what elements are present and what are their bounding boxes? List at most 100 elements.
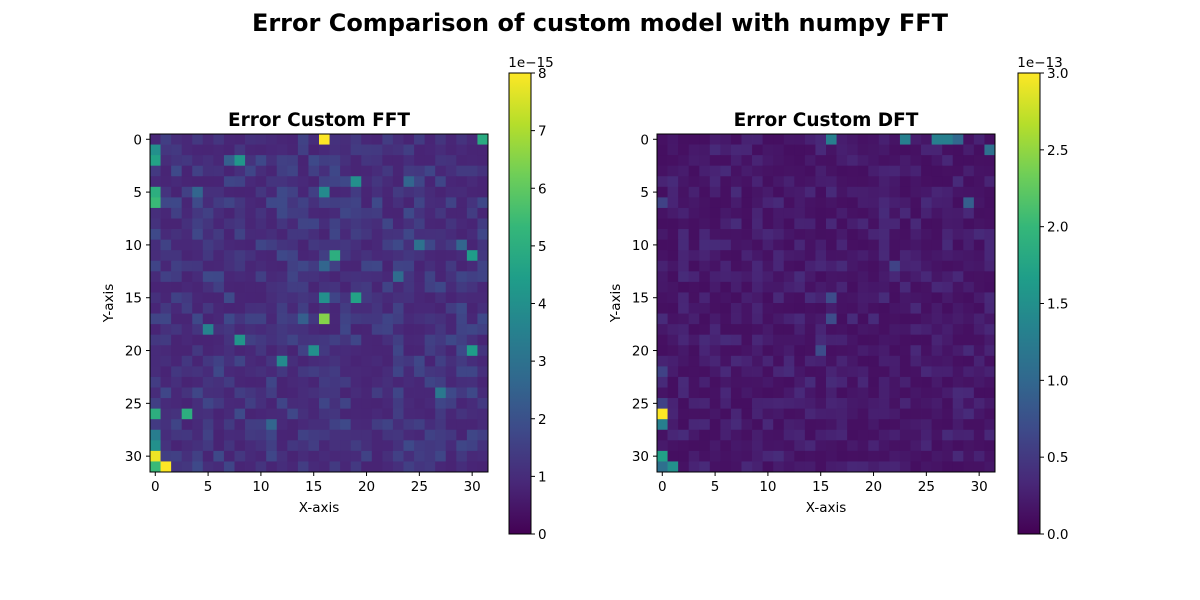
heatmap-cell xyxy=(319,292,330,304)
heatmap-cell xyxy=(403,165,415,177)
heatmap-cell xyxy=(445,260,457,272)
x-axis-label: X-axis xyxy=(806,500,847,516)
heatmap-cell xyxy=(213,450,225,462)
heatmap-cell xyxy=(773,440,785,452)
heatmap-cell xyxy=(804,271,816,283)
heatmap-cell xyxy=(973,281,985,293)
heatmap-cell xyxy=(308,376,320,388)
heatmap-cell xyxy=(171,229,183,241)
heatmap-cell xyxy=(477,419,489,431)
heatmap-cell xyxy=(255,186,267,198)
colorbar-tick-label: 2.0 xyxy=(1047,220,1068,236)
heatmap-cell xyxy=(245,345,257,357)
heatmap-cell xyxy=(477,134,489,145)
heatmap-cell xyxy=(931,429,943,441)
heatmap-cell xyxy=(192,197,204,209)
heatmap-cell xyxy=(868,271,880,283)
heatmap-cell xyxy=(308,461,320,473)
heatmap-cell xyxy=(171,324,183,336)
heatmap-cell xyxy=(287,334,299,346)
heatmap-cell xyxy=(245,387,257,399)
heatmap-cell xyxy=(931,398,943,410)
heatmap-cell xyxy=(308,144,320,156)
heatmap-cell xyxy=(308,408,320,420)
heatmap-cell xyxy=(741,197,753,209)
colorbar-tick-label: 2.5 xyxy=(1047,143,1068,159)
colorbar-tick-label: 8 xyxy=(538,66,547,82)
heatmap-cell xyxy=(245,429,257,441)
heatmap-cell xyxy=(276,429,288,441)
heatmap-cell xyxy=(773,134,785,145)
heatmap-cell xyxy=(741,450,753,462)
heatmap-cell xyxy=(699,461,711,473)
heatmap-cell xyxy=(150,355,161,367)
heatmap-cell xyxy=(762,461,774,473)
heatmap-cell xyxy=(836,218,848,230)
heatmap-cell xyxy=(202,313,214,325)
heatmap-cell xyxy=(424,376,436,388)
heatmap-cell xyxy=(466,408,478,420)
heatmap-cell xyxy=(942,334,954,346)
heatmap-cell xyxy=(319,155,330,167)
heatmap-cell xyxy=(889,440,901,452)
heatmap-cell xyxy=(910,450,922,462)
heatmap-cell xyxy=(297,239,309,251)
heatmap-cell xyxy=(678,260,690,272)
heatmap-cell xyxy=(350,260,362,272)
heatmap-cell xyxy=(223,260,235,272)
heatmap-cell xyxy=(297,207,309,219)
heatmap-cell xyxy=(319,366,330,378)
heatmap-cell xyxy=(973,207,985,219)
heatmap-cell xyxy=(773,366,785,378)
heatmap-cell xyxy=(963,450,975,462)
heatmap-cell xyxy=(910,334,922,346)
heatmap-cell xyxy=(477,186,489,198)
heatmap-cell xyxy=(181,429,193,441)
x-tick-label: 30 xyxy=(971,479,988,495)
heatmap-cell xyxy=(657,250,668,262)
heatmap-cell xyxy=(667,376,679,388)
heatmap-cell xyxy=(741,229,753,241)
heatmap-cell xyxy=(329,144,341,156)
heatmap-cell xyxy=(699,207,711,219)
heatmap-cell xyxy=(783,450,795,462)
heatmap-cell xyxy=(350,281,362,293)
heatmap-cell xyxy=(762,419,774,431)
heatmap-cell xyxy=(181,450,193,462)
heatmap-cell xyxy=(181,186,193,198)
heatmap-cell xyxy=(730,440,742,452)
heatmap-cell xyxy=(752,207,764,219)
heatmap-cell xyxy=(973,398,985,410)
heatmap-cell xyxy=(308,303,320,314)
heatmap-cell xyxy=(340,207,352,219)
heatmap-cell xyxy=(445,355,457,367)
heatmap-cell xyxy=(466,229,478,241)
heatmap-cell xyxy=(181,218,193,230)
heatmap-cell xyxy=(245,165,257,177)
heatmap-cell xyxy=(371,271,383,283)
heatmap-cell xyxy=(319,345,330,357)
heatmap-cell xyxy=(931,197,943,209)
heatmap-cell xyxy=(720,376,732,388)
heatmap-cell xyxy=(773,429,785,441)
heatmap-cell xyxy=(382,197,394,209)
heatmap-cell xyxy=(329,345,341,357)
heatmap-cell xyxy=(445,176,457,188)
heatmap-cell xyxy=(392,429,404,441)
heatmap-cell xyxy=(319,134,330,145)
heatmap-cell xyxy=(921,197,933,209)
heatmap-cell xyxy=(223,229,235,241)
heatmap-cell xyxy=(150,144,161,156)
heatmap-cell xyxy=(931,408,943,420)
heatmap-cell xyxy=(171,292,183,304)
heatmap-cell xyxy=(424,281,436,293)
heatmap-cell xyxy=(424,218,436,230)
heatmap-cell xyxy=(213,429,225,441)
heatmap-cell xyxy=(245,440,257,452)
heatmap-cell xyxy=(329,281,341,293)
heatmap-cell xyxy=(466,387,478,399)
heatmap-cell xyxy=(657,176,668,188)
heatmap-cell xyxy=(192,176,204,188)
